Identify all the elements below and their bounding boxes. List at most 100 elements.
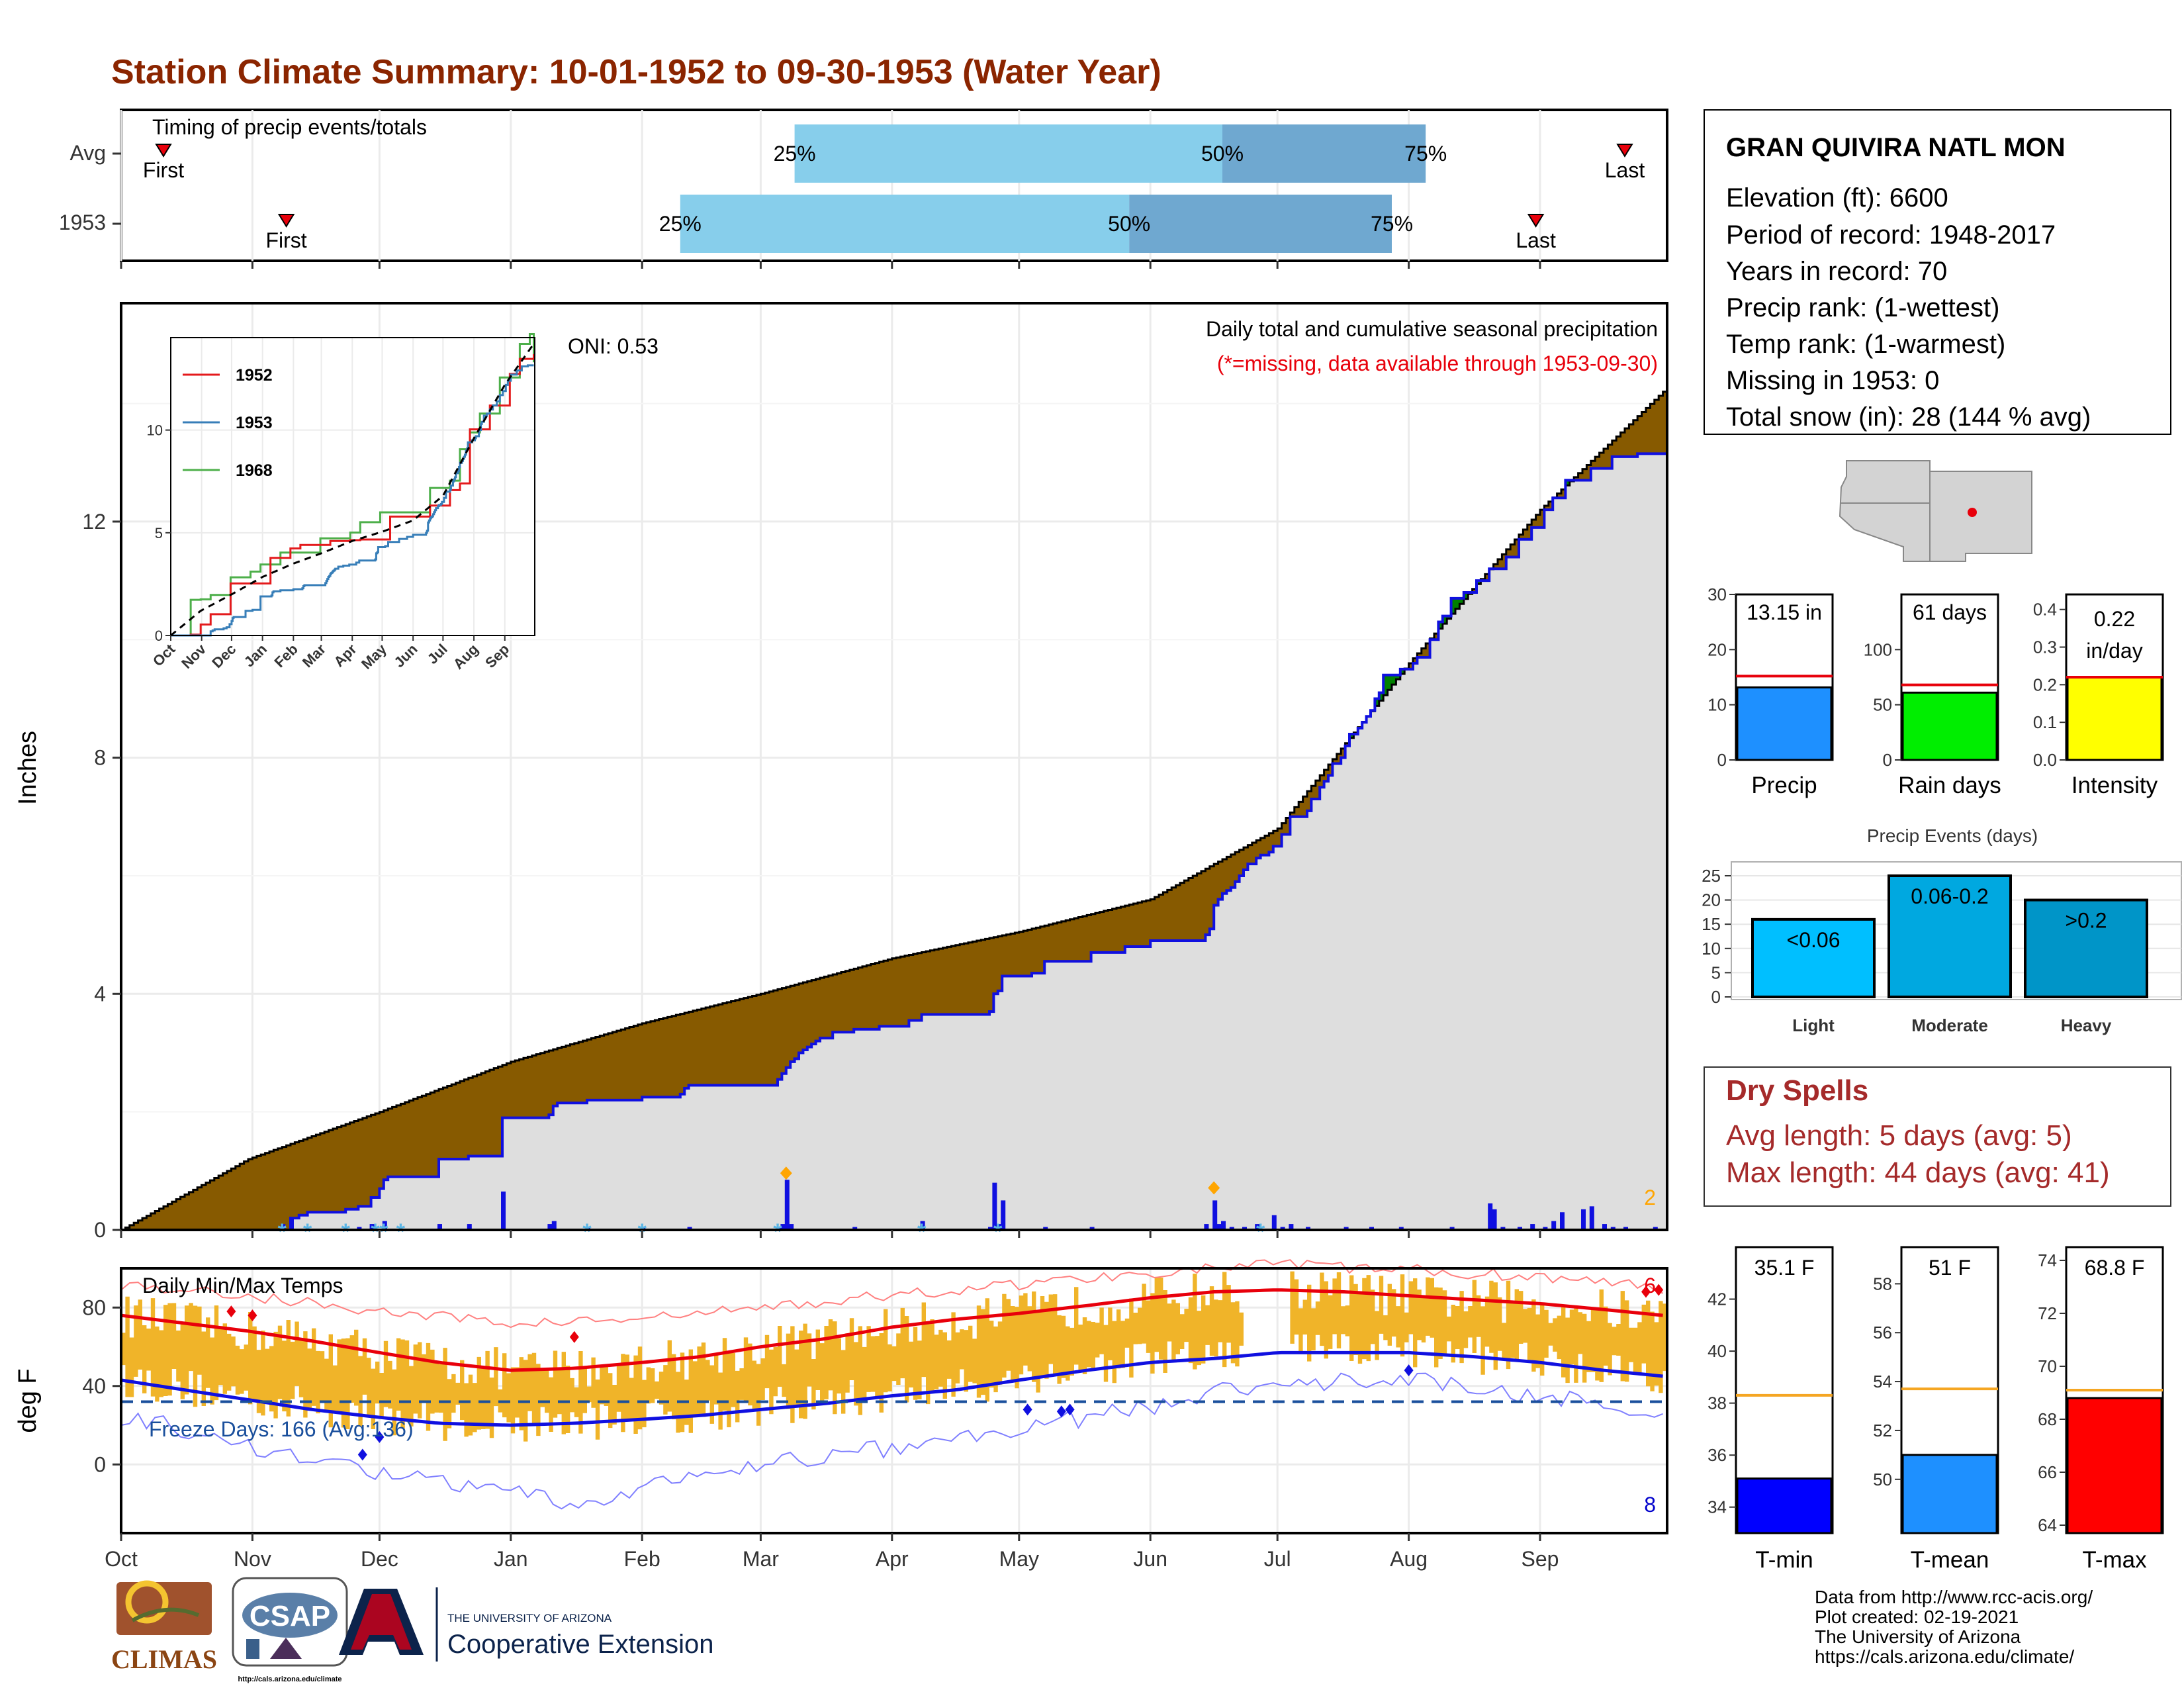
timing-bar-25-50-avg xyxy=(794,124,1222,183)
t-max-ytick-label-0: 64 xyxy=(2038,1515,2057,1535)
events-ytick-label-2: 10 xyxy=(1702,939,1721,959)
month-label-may: May xyxy=(999,1547,1039,1571)
inset-ytick-label-0: 0 xyxy=(155,628,163,644)
station-info-box: GRAN QUIVIRA NATL MON Elevation (ft): 66… xyxy=(1704,109,2171,435)
temp-summary-t-mean: 50 52 54 56 58 51 F T-mean xyxy=(1873,1246,1999,1573)
credit-line-university: The University of Arizona xyxy=(1815,1626,2021,1647)
daily-precip-bar-24 xyxy=(1089,1227,1095,1230)
month-label-jun: Jun xyxy=(1133,1547,1167,1571)
intensity-name: Intensity xyxy=(2071,773,2158,798)
month-label-mar: Mar xyxy=(743,1547,779,1571)
daily-precip-bar-18 xyxy=(920,1221,925,1230)
inset-avg-line xyxy=(170,343,535,637)
daily-precip-bar-15 xyxy=(784,1180,790,1230)
event-category-moderate: Moderate xyxy=(1911,1015,1988,1035)
timing-row-avg-label: Avg xyxy=(69,141,106,165)
t-max-ytick-label-3: 70 xyxy=(2038,1356,2057,1376)
snow-marker-4: * xyxy=(379,1219,388,1244)
dry-spells-box: Dry Spells Avg length: 5 days (avg: 5) M… xyxy=(1704,1066,2171,1207)
t-min-bar xyxy=(1736,1477,1833,1534)
precip-y-axis-title: Inches xyxy=(14,731,42,805)
station-total-snow: Total snow (in): 28 (144 % avg) xyxy=(1726,402,2091,432)
daily-precip-bar-7 xyxy=(501,1192,506,1230)
temp-panel-label: Daily Min/Max Temps xyxy=(142,1274,343,1297)
precip-value-label: 13.15 in xyxy=(1747,600,1822,624)
avg-max-temp-line xyxy=(120,1288,1663,1372)
temp-ytick-label-40: 40 xyxy=(82,1374,106,1398)
record-low-marker-1 xyxy=(375,1430,385,1443)
station-name: GRAN QUIVIRA NATL MON xyxy=(1726,133,2066,162)
daily-precip-bar-2 xyxy=(357,1227,362,1230)
credit-line-url: https://cals.arizona.edu/climate/ xyxy=(1815,1646,2074,1667)
temp-panel: 0 40 80 Daily Min/Max Temps Freeze Days: 1… xyxy=(14,1259,1668,1571)
events-ytick-label-5: 25 xyxy=(1702,866,1721,886)
snow-marker-5: * xyxy=(396,1219,406,1244)
daily-precip-bar-45 xyxy=(1543,1227,1548,1230)
daily-precip-bar-17 xyxy=(852,1227,858,1230)
station-precip-rank: Precip rank: (1-wettest) xyxy=(1726,293,1999,322)
daily-precip-bar-4 xyxy=(382,1221,387,1230)
locator-map xyxy=(1837,454,2036,567)
temp-ytick-label-80: 80 xyxy=(82,1295,106,1319)
intensity-ytick-label-4: 0.4 xyxy=(2033,600,2057,620)
inset-series-1952-line xyxy=(171,353,535,637)
t-min-ytick-label-1: 36 xyxy=(1707,1445,1727,1465)
t-min-ytick-label-0: 34 xyxy=(1707,1497,1727,1517)
daily-precip-bar-9 xyxy=(551,1221,557,1230)
rain-days-ytick-label-2: 100 xyxy=(1864,639,1892,659)
daily-precip-bar-13 xyxy=(776,1227,781,1230)
t-mean-ytick-label-1: 52 xyxy=(1873,1421,1892,1440)
precip-bar xyxy=(1736,686,1833,761)
daily-precip-bar-12 xyxy=(687,1227,692,1230)
dry-spells-title: Dry Spells xyxy=(1726,1074,1868,1107)
daily-precip-bar-5 xyxy=(437,1224,442,1230)
inset-legend-label-1952: 1952 xyxy=(236,366,273,385)
station-temp-rank: Temp rank: (1-warmest) xyxy=(1726,330,2005,359)
temp-y-axis-title: deg F xyxy=(14,1368,42,1432)
first-event-label-1953: First xyxy=(265,228,306,252)
university-of-arizona-logo: THE UNIVERSITY OF ARIZONA Cooperative Ex… xyxy=(339,1587,713,1662)
t-max-name: T-max xyxy=(2082,1547,2147,1573)
summary-chart-intensity: 0.0 0.1 0.2 0.3 0.4 0.22 in/day Intensity xyxy=(2033,593,2164,798)
month-label-aug: Aug xyxy=(1390,1547,1428,1571)
record-low-marker-5 xyxy=(1404,1364,1414,1377)
daily-precip-bar-0 xyxy=(281,1224,286,1230)
record-low-marker-3 xyxy=(1056,1405,1066,1418)
precip-ytick-label-3: 30 xyxy=(1707,585,1727,604)
daily-precip-bar-6 xyxy=(467,1224,472,1230)
record-high-marker-3 xyxy=(1641,1286,1651,1298)
rain-days-bar xyxy=(1901,691,1998,761)
event-bar-label-light: <0.06 xyxy=(1787,928,1841,952)
t-mean-name: T-mean xyxy=(1911,1547,1989,1573)
csap-logo: CSAP http://cals.arizona.edu/climate xyxy=(232,1577,348,1683)
record-min-temp-line xyxy=(120,1372,1663,1510)
csap-logo-text: CSAP xyxy=(250,1600,330,1632)
daily-precip-bar-30 xyxy=(1242,1227,1247,1230)
t-mean-ytick-label-2: 54 xyxy=(1873,1372,1892,1391)
daily-precip-bar-53 xyxy=(1653,1227,1658,1230)
snow-marker-1: * xyxy=(303,1219,312,1244)
avg-cumulative-precip-line xyxy=(121,391,1667,1231)
climas-logo: CLIMAS xyxy=(111,1580,217,1674)
summary-chart-rain-days: 0 50 100 61 days Rain days xyxy=(1864,593,2001,798)
daily-precip-bar-46 xyxy=(1551,1221,1557,1230)
month-label-oct: Oct xyxy=(105,1547,138,1571)
timing-row-1953-label: 1953 xyxy=(59,211,106,234)
csap-logo-url: http://cals.arizona.edu/climate xyxy=(238,1675,341,1683)
logo-row: CLIMAS CSAP http://cals.arizona.edu/clim… xyxy=(111,1577,713,1683)
snow-marker-8: * xyxy=(773,1219,782,1244)
dry-spells-avg: Avg length: 5 days (avg: 5) xyxy=(1726,1119,2072,1152)
rain-days-ytick-label-1: 50 xyxy=(1873,695,1892,715)
daily-precip-bar-25 xyxy=(1204,1224,1209,1230)
daily-precip-bar-1 xyxy=(289,1218,294,1230)
snow-marker-2: * xyxy=(341,1219,351,1244)
timing-p75-label-1953: 75% xyxy=(1371,212,1413,236)
daily-precip-bar-21 xyxy=(996,1224,1001,1230)
daily-precip-bar-39 xyxy=(1449,1227,1455,1230)
daily-precip-bar-41 xyxy=(1492,1209,1497,1230)
t-min-ytick-label-3: 40 xyxy=(1707,1341,1727,1361)
inset-legend-label-1953: 1953 xyxy=(236,414,273,432)
snow-record-diamond-0 xyxy=(780,1166,792,1180)
